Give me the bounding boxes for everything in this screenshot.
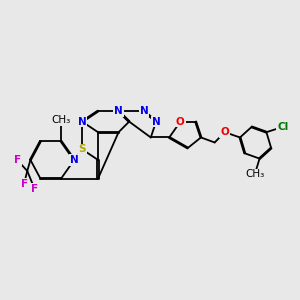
Text: N: N (114, 106, 123, 116)
Text: O: O (220, 127, 229, 137)
Text: CH₃: CH₃ (51, 115, 71, 125)
Text: N: N (78, 117, 86, 127)
Text: N: N (70, 155, 79, 165)
Text: S: S (78, 144, 86, 154)
Text: O: O (176, 117, 185, 127)
Text: Cl: Cl (277, 122, 288, 132)
Text: F: F (20, 179, 28, 189)
Text: N: N (140, 106, 148, 116)
Text: F: F (14, 155, 21, 165)
Text: CH₃: CH₃ (245, 169, 264, 179)
Text: N: N (152, 117, 161, 127)
Text: F: F (31, 184, 38, 194)
